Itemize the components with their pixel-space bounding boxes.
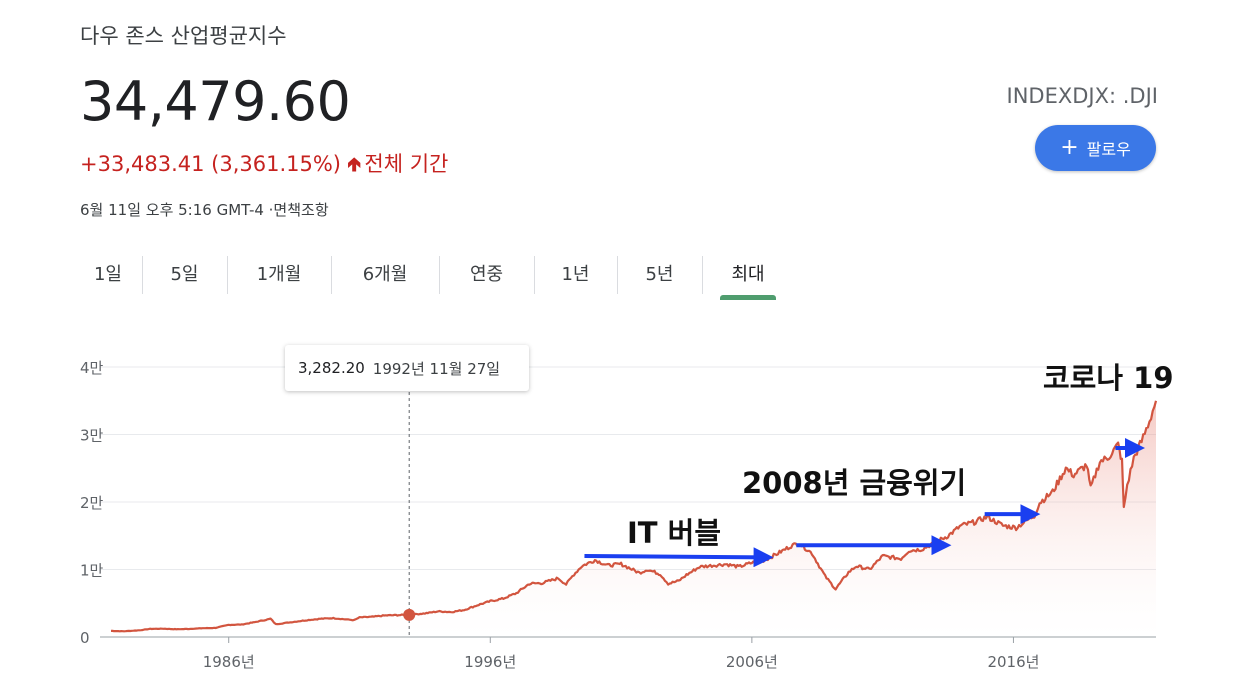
- tooltip-value: 3,282.20: [298, 359, 365, 377]
- annotation-arrow: [584, 547, 774, 568]
- index-title: 다우 존스 산업평균지수: [80, 24, 287, 48]
- tab-max[interactable]: 최대: [702, 252, 794, 300]
- price-chart[interactable]: 0 1만 2만 3만 4만 1986년 1996년 2006년 2016년: [0, 330, 1242, 698]
- series-area: [111, 400, 1156, 637]
- ticker-symbol: INDEXDJX: .DJI: [1006, 84, 1158, 108]
- annotation-covid: 코로나 19: [1043, 361, 1174, 395]
- y-tick-label: 3만: [80, 427, 104, 445]
- follow-button[interactable]: + 팔로우: [1035, 125, 1156, 171]
- tab-label: 5년: [645, 264, 674, 285]
- tab-5-year[interactable]: 5년: [617, 252, 702, 300]
- hover-point: [403, 608, 416, 621]
- chart-tooltip: 3,282.20 1992년 11월 27일: [285, 345, 529, 391]
- price-change-period: 전체 기간: [364, 152, 449, 176]
- tab-1-year[interactable]: 1년: [534, 252, 617, 300]
- x-tick-label: 2006년: [726, 653, 778, 671]
- tab-label: 5일: [170, 264, 199, 285]
- tab-1-month[interactable]: 1개월: [227, 252, 331, 300]
- follow-label: 팔로우: [1086, 140, 1131, 159]
- x-tick-label: 1986년: [203, 653, 255, 671]
- tab-label: 6개월: [362, 264, 408, 285]
- timestamp: 6월 11일 오후 5:16 GMT-4 ·면책조항: [80, 201, 329, 219]
- current-price: 34,479.60: [80, 70, 351, 133]
- arrow-up-icon: 🢁: [347, 152, 362, 176]
- tab-label: 연중: [469, 264, 504, 285]
- y-tick-label: 4만: [80, 359, 104, 377]
- tab-ytd[interactable]: 연중: [439, 252, 534, 300]
- tab-label: 1일: [93, 264, 122, 285]
- tab-6-month[interactable]: 6개월: [331, 252, 439, 300]
- plus-icon: +: [1060, 135, 1079, 160]
- time-range-tabs: 1일 5일 1개월 6개월 연중 1년 5년 최대: [74, 252, 794, 300]
- y-tick-label: 1만: [80, 562, 104, 580]
- price-change: +33,483.41 (3,361.15%) 🢁 전체 기간: [80, 148, 448, 184]
- annotation-it-bubble: IT 버블: [627, 516, 722, 550]
- tab-label: 최대: [731, 264, 765, 285]
- y-tick-label: 0: [80, 629, 90, 647]
- tab-1-day[interactable]: 1일: [74, 252, 142, 300]
- tooltip-date: 1992년 11월 27일: [372, 359, 501, 378]
- tab-label: 1년: [561, 264, 590, 285]
- series-line: [111, 400, 1158, 633]
- price-change-value: +33,483.41 (3,361.15%): [80, 152, 342, 176]
- x-tick-label: 2016년: [987, 653, 1039, 671]
- annotation-financial-crisis: 2008년 금융위기: [742, 466, 967, 500]
- x-tick-label: 1996년: [464, 653, 516, 671]
- y-tick-label: 2만: [80, 494, 104, 512]
- tab-label: 1개월: [256, 264, 302, 285]
- tab-5-day[interactable]: 5일: [142, 252, 227, 300]
